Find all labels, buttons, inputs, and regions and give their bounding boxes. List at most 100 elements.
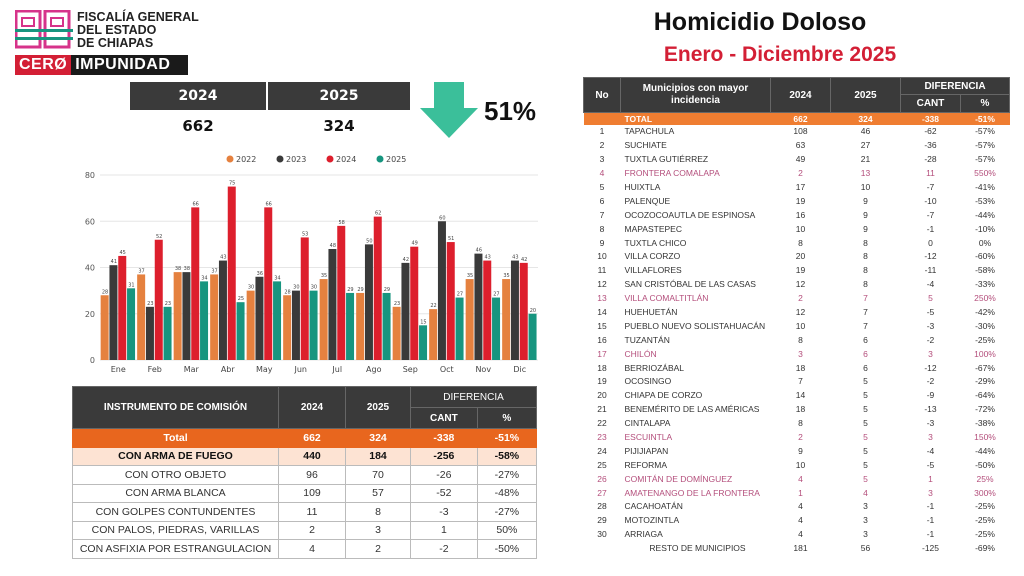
legend-marker <box>226 155 234 163</box>
bar-2025 <box>346 292 355 360</box>
y2024-cell: 18 <box>795 362 806 373</box>
data-label: 46 <box>476 248 482 254</box>
table-row: 24 PIJIJIAPAN 9 5 -4 -44% <box>584 444 1010 458</box>
cant-cell: -10 <box>924 195 937 206</box>
y2025-cell: 8 <box>345 502 411 522</box>
y2024-cell: 12 <box>795 307 806 318</box>
bar-2025 <box>163 306 172 360</box>
pct-cell: -27% <box>476 502 538 522</box>
bar-2024 <box>154 239 163 360</box>
bar-2025 <box>127 288 136 360</box>
bar-2024 <box>519 262 528 360</box>
x-tick-label: Sep <box>403 365 418 374</box>
pct-cell: -44% <box>975 209 995 220</box>
no-cell: 30 <box>597 529 607 540</box>
no-cell: 25 <box>597 459 607 470</box>
col-pct: % <box>960 94 1010 113</box>
cant-cell: -2 <box>926 376 935 387</box>
cant-cell: -1 <box>926 501 935 512</box>
y2024-cell: 17 <box>795 182 806 192</box>
instrument-cell: CON GOLPES CONTUNDENTES <box>72 502 279 522</box>
col-no: No <box>583 77 621 113</box>
data-label: 45 <box>119 250 125 256</box>
table-row: 9 TUXTLA CHICO 8 8 0 0% <box>584 236 1010 250</box>
table-row: 13 VILLA COMALTITLÁN 2 7 5 250% <box>584 291 1010 305</box>
pct-cell: 50% <box>476 520 538 540</box>
y2025-cell: 8 <box>863 279 868 290</box>
legend-marker <box>276 155 284 163</box>
legend-label: 2024 <box>336 155 356 164</box>
table-row: 25 REFORMA 10 5 -5 -50% <box>584 458 1010 472</box>
y2024-cell: 109 <box>278 483 346 503</box>
cant-cell: 11 <box>926 168 935 179</box>
col-2025: 2025 <box>830 77 901 113</box>
y2025-cell: 2 <box>345 539 411 559</box>
pct-cell: -10% <box>975 223 995 234</box>
pct-cell: -57% <box>975 140 995 151</box>
table-row: 6 PALENQUE 19 9 -10 -53% <box>584 194 1010 208</box>
cant-cell: -2 <box>926 334 935 345</box>
y2025-cell: 8 <box>863 251 868 262</box>
y2025-cell: 9 <box>863 195 868 206</box>
y2025-cell: 5 <box>863 418 868 429</box>
cant-cell: -3 <box>410 502 478 522</box>
bar-2024 <box>410 246 419 360</box>
bar-2022 <box>100 295 109 360</box>
cant-cell: -28 <box>924 154 937 165</box>
table-row: 22 CINTALAPA 8 5 -3 -38% <box>584 416 1010 430</box>
y2025-cell: 5 <box>863 459 868 470</box>
col-municipio: Municipios con mayor incidencia <box>620 77 771 113</box>
bar-2025 <box>273 281 282 360</box>
y2024-cell: 10 <box>795 223 806 234</box>
y2024-cell: 8 <box>798 418 803 429</box>
no-cell: 11 <box>597 265 607 276</box>
table-row: 12 SAN CRISTÓBAL DE LAS CASAS 12 8 -4 -33% <box>584 277 1010 291</box>
data-label: 35 <box>503 273 509 279</box>
data-label: 27 <box>493 292 499 298</box>
pct-cell: -25% <box>975 334 995 345</box>
cant-cell: -3 <box>926 320 935 331</box>
bar-2022 <box>283 295 292 360</box>
bar-2022 <box>319 279 328 360</box>
cant-cell: -62 <box>924 126 937 137</box>
table-row: 30 ARRIAGA 4 3 -1 -25% <box>584 527 1010 541</box>
no-cell: 4 <box>599 168 605 179</box>
table-row: 10 VILLA CORZO 20 8 -12 -60% <box>584 250 1010 264</box>
cant-cell: -4 <box>926 279 935 290</box>
municipios-table: No Municipios con mayor incidencia 2024 … <box>583 77 1010 555</box>
cant-cell: -338 <box>410 428 478 448</box>
data-label: 34 <box>201 275 207 281</box>
pct-cell: -72% <box>975 404 995 415</box>
table-row: 27 AMATENANGO DE LA FRONTERA 1 4 3 300% <box>584 486 1010 500</box>
col-instrument: INSTRUMENTO DE COMISIÓN <box>72 386 279 429</box>
data-label: 43 <box>512 255 518 261</box>
x-tick-label: Abr <box>221 365 236 374</box>
no-cell: 28 <box>597 501 607 512</box>
y2025-cell: 56 <box>860 543 871 554</box>
no-cell: 10 <box>597 251 607 262</box>
bar-2024 <box>373 216 382 360</box>
instrument-cell: Total <box>72 428 279 448</box>
pct-cell: -25% <box>975 501 995 512</box>
legend-label: 2023 <box>286 155 306 164</box>
cant-cell: -3 <box>926 418 935 429</box>
y-tick-label: 40 <box>85 264 95 273</box>
municipio-cell: RESTO DE MUNICIPIOS <box>649 543 746 554</box>
municipio-cell: FRONTERA COMALAPA <box>624 168 720 179</box>
cant-cell: -5 <box>926 307 935 318</box>
cant-cell: -7 <box>926 182 935 192</box>
cant-cell: -2 <box>410 539 478 559</box>
bar-2024 <box>300 237 309 360</box>
y2025-cell: 324 <box>830 112 901 125</box>
y2024-cell: 440 <box>278 446 346 466</box>
y2025-cell: 3 <box>863 515 868 526</box>
table-row: CON ASFIXIA POR ESTRANGULACION 4 2 -2 -50% <box>72 539 538 559</box>
y2024-cell: 4 <box>798 529 803 540</box>
cant-cell: -4 <box>926 445 935 456</box>
municipio-cell: VILLA CORZO <box>624 251 681 262</box>
y2024-cell: 18 <box>795 404 806 415</box>
table-row: 2 SUCHIATE 63 27 -36 -57% <box>584 138 1010 152</box>
cant-cell: 5 <box>928 293 933 304</box>
y2024-cell: 662 <box>770 112 831 125</box>
instrument-cell: CON OTRO OBJETO <box>72 465 279 485</box>
